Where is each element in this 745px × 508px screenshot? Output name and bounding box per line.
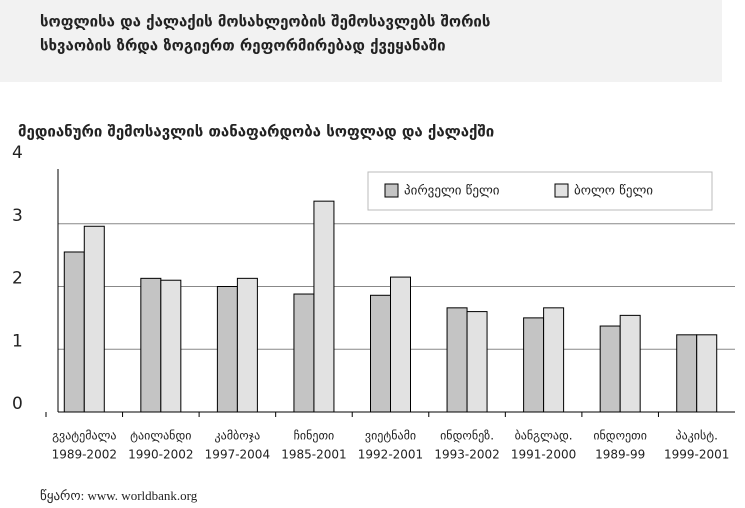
bar	[236, 277, 258, 413]
x-period-label: 1993-2002	[434, 448, 499, 462]
x-period-label: 1991-2000	[511, 448, 576, 462]
bar	[313, 200, 335, 413]
x-period-label: 1989-99	[595, 448, 645, 462]
x-tick-label: ინდონეზ.	[440, 429, 494, 443]
x-tick-label: პაკისტ.	[675, 429, 717, 443]
y-tick-label: 1	[12, 331, 23, 351]
x-tick-label: ვიეტნამი	[365, 429, 416, 443]
x-tick-label: გვატემალა	[52, 429, 116, 443]
header-title: სოფლისა და ქალაქის მოსახლეობის შემოსავლე…	[40, 13, 490, 31]
bar	[216, 286, 238, 413]
x-period-label: 1990-2002	[128, 448, 193, 462]
bar	[63, 251, 85, 413]
x-period-label: 1997-2004	[205, 448, 270, 462]
bar	[140, 277, 162, 413]
legend-swatch	[554, 183, 569, 198]
bar	[370, 294, 391, 413]
x-period-label: 1992-2001	[358, 448, 423, 462]
bar	[523, 317, 545, 413]
bar	[619, 314, 641, 413]
x-tick-label: ტაილანდი	[130, 429, 191, 443]
bar	[390, 276, 411, 413]
bar	[676, 334, 698, 413]
legend-swatch	[384, 183, 399, 198]
legend-label: პირველი წელი	[404, 184, 500, 199]
x-tick-label: ბანგლად.	[515, 429, 573, 443]
x-period-label: 1999-2001	[664, 448, 729, 462]
bar	[543, 307, 565, 413]
x-tick-label: ჩინეთი	[294, 429, 335, 443]
x-tick-label: ინდოეთი	[593, 429, 647, 443]
y-tick-label: 2	[12, 269, 23, 289]
legend-label: ბოლო წელი	[574, 184, 653, 199]
x-period-label: 1985-2001	[281, 448, 346, 462]
legend-box	[367, 171, 713, 211]
y-tick-label: 3	[12, 206, 23, 226]
bar	[160, 279, 182, 413]
header-band	[0, 0, 722, 82]
bar	[466, 311, 488, 413]
bar	[83, 225, 105, 413]
y-tick-label: 0	[12, 394, 23, 414]
header-title: სხვაობის ზრდა ზოგიერთ რეფორმირებად ქვეყა…	[40, 37, 446, 55]
bar	[293, 293, 315, 413]
bar	[599, 325, 621, 413]
bar	[446, 307, 468, 413]
y-tick-label: 4	[12, 143, 23, 163]
source: წყარო: www. worldbank.org	[40, 488, 198, 504]
chart-title: მედიანური შემოსავლის თანაფარდობა სოფლად …	[18, 123, 494, 141]
x-tick-label: კამბოჯა	[215, 429, 261, 443]
bar	[696, 334, 718, 413]
x-period-label: 1989-2002	[52, 448, 117, 462]
